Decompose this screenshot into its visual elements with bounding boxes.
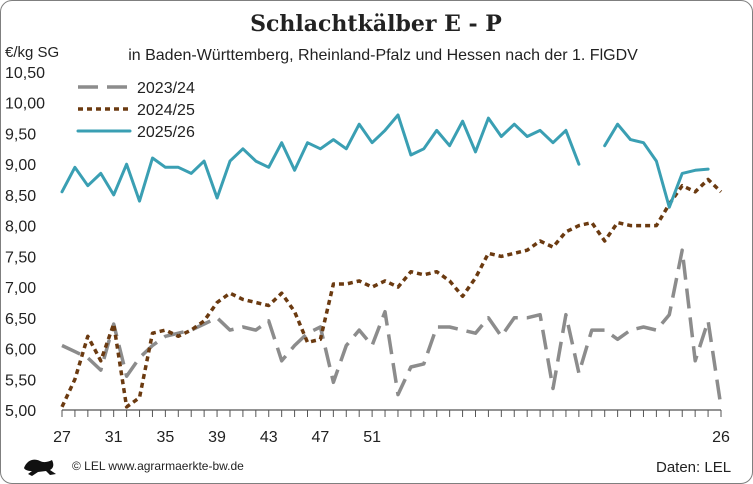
series-line-2025-26: [60, 113, 710, 209]
series-line-2023-24: [61, 248, 723, 408]
legend-label: 2023/24: [137, 80, 195, 97]
y-axis-label: €/kg SG: [5, 44, 59, 61]
legend-label: 2025/26: [137, 124, 195, 141]
x-tick-label: 39: [208, 429, 226, 446]
chart-title: Schlachtkälber E - P: [250, 11, 502, 37]
y-tick-label: 7,00: [5, 280, 36, 297]
y-axis: 5,00 5,50 6,00 6,50 7,00 7,50 8,00 8,50 9,00 9,50…: [5, 65, 45, 420]
y-tick-label: 5,00: [5, 403, 36, 420]
legend-label: 2024/25: [137, 102, 195, 119]
x-tick-label: 43: [260, 429, 278, 446]
y-tick-label: 6,00: [5, 342, 36, 359]
x-tick-label: 35: [156, 429, 174, 446]
y-tick-label: 10,00: [5, 96, 45, 113]
y-tick-label: 10,50: [5, 65, 45, 82]
series-lines: [60, 113, 723, 409]
y-tick-label: 8,00: [5, 219, 36, 236]
series-line-2024-25: [60, 177, 723, 409]
x-tick-label: 31: [105, 429, 123, 446]
x-axis: 27 31 35 39 43 47 51 26: [53, 409, 730, 446]
x-tick-label: 26: [712, 429, 730, 446]
y-tick-label: 9,50: [5, 126, 36, 143]
footer: © LEL www.agrarmaerkte-bw.de Daten: LEL: [24, 459, 731, 476]
lion-logo-icon: [24, 459, 56, 476]
y-tick-label: 6,50: [5, 311, 36, 328]
y-tick-label: 7,50: [5, 249, 36, 266]
x-tick-label: 27: [53, 429, 71, 446]
copyright-text: © LEL www.agrarmaerkte-bw.de: [72, 459, 244, 473]
legend: 2023/24 2024/25 2025/26: [76, 80, 195, 141]
x-tick-label: 47: [312, 429, 330, 446]
data-source-text: Daten: LEL: [656, 459, 731, 476]
chart-subtitle: in Baden-Württemberg, Rheinland-Pfalz un…: [128, 47, 638, 64]
y-tick-label: 8,50: [5, 188, 36, 205]
x-tick-label: 51: [363, 429, 381, 446]
y-tick-label: 5,50: [5, 372, 36, 389]
y-tick-label: 9,00: [5, 157, 36, 174]
